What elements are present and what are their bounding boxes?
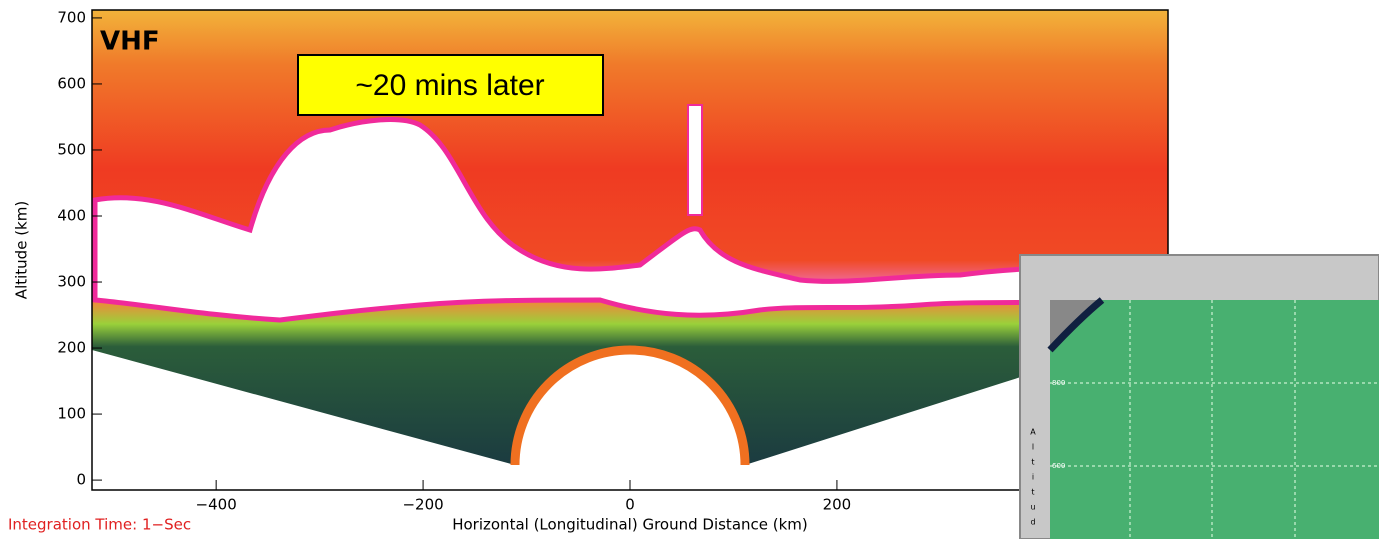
ground-arc xyxy=(510,345,750,466)
inset-arc xyxy=(1047,297,1105,353)
y-tick-label: 300 xyxy=(57,273,86,291)
annotation: ~20 mins later xyxy=(355,69,544,102)
inset-axis-letter: t xyxy=(1031,488,1034,497)
x-axis-label: Horizontal (Longitudinal) Ground Distanc… xyxy=(452,516,808,534)
y-tick-label: 0 xyxy=(76,471,86,489)
annotation: VHF xyxy=(100,27,160,57)
footnote: Integration Time: 1−Sec xyxy=(8,516,191,534)
inset-axis-letter: d xyxy=(1030,518,1035,527)
y-tick-label: 600 xyxy=(57,74,86,92)
inset-tick-label: 800 xyxy=(1052,379,1065,387)
inset-axis-letter: A xyxy=(1030,428,1036,437)
inset-plot xyxy=(1050,300,1379,539)
y-tick-label: 700 xyxy=(57,8,86,26)
inset-axis-letter: u xyxy=(1030,503,1035,512)
inset-tick-label: 600 xyxy=(1052,462,1065,470)
x-tick-label: −400 xyxy=(196,496,237,514)
y-tick-label: 200 xyxy=(57,339,86,357)
plot-area xyxy=(91,9,1171,491)
x-tick-label: 200 xyxy=(823,496,852,514)
y-tick-label: 100 xyxy=(57,405,86,423)
y-axis-label: Altitude (km) xyxy=(13,201,31,299)
annotation-box xyxy=(297,54,604,116)
y-tick-label: 400 xyxy=(57,206,86,224)
y-tick-label: 500 xyxy=(57,140,86,158)
inset-axis-letter: i xyxy=(1032,473,1034,482)
x-tick-label: 0 xyxy=(625,496,635,514)
inset-grid xyxy=(1050,300,1379,539)
x-tick-label: −200 xyxy=(402,496,443,514)
inset-axis-letter: l xyxy=(1032,443,1034,452)
density-depletion xyxy=(92,104,1171,323)
inset-axis-letter: t xyxy=(1031,458,1034,467)
